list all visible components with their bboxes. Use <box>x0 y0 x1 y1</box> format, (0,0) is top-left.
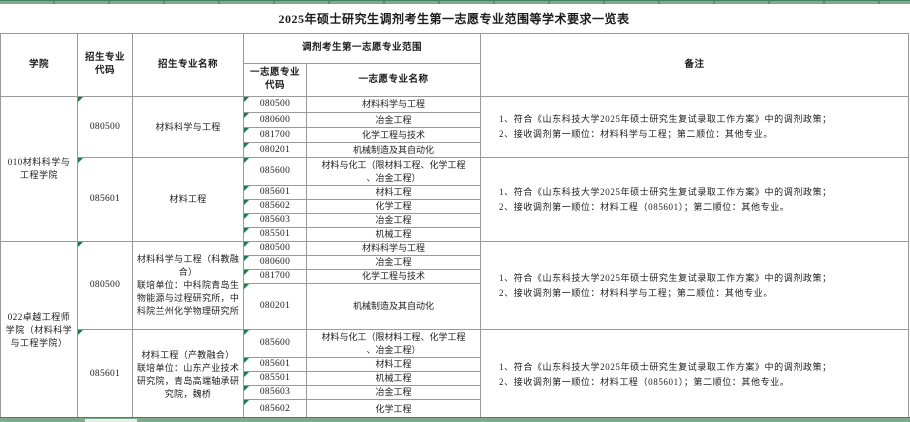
cell-flag-triangle-icon <box>78 158 83 163</box>
remark-cell[interactable]: 1、符合《山东科技大学2025年硕士研究生复试录取工作方案》中的调剂政策； 2、… <box>480 329 910 420</box>
fc-code-cell[interactable]: 080500 <box>243 96 307 113</box>
cell-flag-triangle-icon <box>78 330 83 335</box>
header-row-2: 一志愿专业 代码 一志愿专业名称 <box>1 63 909 97</box>
fc-name-cell[interactable]: 冶金工程 <box>305 112 482 128</box>
table-row: 081700 化学工程与技术 <box>1 269 909 284</box>
fc-code-cell[interactable]: 085603 <box>243 385 307 400</box>
table-row: 085601 材料工程 <box>1 185 909 200</box>
cell-flag-triangle-icon <box>244 186 249 191</box>
remark-cell[interactable]: 1、符合《山东科技大学2025年硕士研究生复试录取工作方案》中的调剂政策； 2、… <box>480 157 910 242</box>
table-row: 022卓越工程师 学院（材料科学 与工程学院） 080500 材料科学与工程（科… <box>0 241 910 420</box>
fc-name-cell[interactable]: 材料工程 <box>305 185 482 200</box>
fc-code-cell[interactable]: 081700 <box>243 127 307 143</box>
cell-flag-triangle-icon <box>244 284 249 289</box>
cell-flag-triangle-icon <box>244 270 249 275</box>
group-code-cell[interactable]: 085601 <box>77 329 133 420</box>
group-name-cell[interactable]: 材料工程（产教融合） 联培单位：山东产业技术 研究院，青岛高端轴承研 究院，魏桥 <box>132 329 244 420</box>
fc-name-cell[interactable]: 机械制造及其自动化 <box>305 283 482 330</box>
fc-code-cell[interactable]: 085501 <box>243 371 307 386</box>
fc-name-cell[interactable]: 材料科学与工程 <box>305 241 482 256</box>
header-college[interactable]: 学院 <box>0 33 78 97</box>
cell-flag-triangle-icon <box>244 256 249 261</box>
cell-flag-triangle-icon <box>244 400 249 405</box>
header-admission-name[interactable]: 招生专业名称 <box>132 33 244 97</box>
fc-code-cell[interactable]: 085601 <box>243 357 307 372</box>
table-row: 085601 材料工程（产教融合） 联培单位：山东产业技术 研究院，青岛高端轴承… <box>1 329 910 420</box>
header-first-choice-code[interactable]: 一志愿专业 代码 <box>243 63 307 97</box>
cell-flag-triangle-icon <box>244 214 249 219</box>
cell-flag-triangle-icon <box>244 330 249 335</box>
fc-code-cell[interactable]: 085603 <box>243 213 307 228</box>
college-cell[interactable]: 010材料科学与 工程学院 <box>0 96 78 242</box>
remark-cell[interactable]: 1、符合《山东科技大学2025年硕士研究生复试录取工作方案》中的调剂政策； 2、… <box>480 96 910 158</box>
top-row-strip <box>0 0 910 4</box>
adjustment-table: 学院 招生专业 代码 招生专业名称 调剂考生第一志愿专业范围 备注 一志愿专业 … <box>0 33 910 420</box>
cell-flag-triangle-icon <box>244 128 249 133</box>
fc-code-cell[interactable]: 085501 <box>243 227 307 242</box>
cell-flag-triangle-icon <box>244 97 249 102</box>
fc-code-cell[interactable]: 085602 <box>243 199 307 214</box>
fc-name-cell[interactable]: 冶金工程 <box>305 213 482 228</box>
fc-name-cell[interactable]: 材料与化工（限材料工程、化学工程 、冶金工程） <box>305 329 482 358</box>
header-first-choice-name[interactable]: 一志愿专业名称 <box>305 63 482 97</box>
cell-flag-triangle-icon <box>244 143 249 148</box>
cell-flag-triangle-icon <box>244 113 249 118</box>
fc-name-cell[interactable]: 冶金工程 <box>305 385 482 400</box>
fc-name-cell[interactable]: 机械工程 <box>305 227 482 242</box>
fc-code-cell[interactable]: 085601 <box>243 185 307 200</box>
bottom-row-strip <box>0 417 910 422</box>
cell-flag-triangle-icon <box>244 386 249 391</box>
fc-name-cell[interactable]: 机械工程 <box>305 371 482 386</box>
table-row: 085601 材料工程 085600 材料与化工（限材料工程、化学工程 、冶金工… <box>1 157 910 242</box>
cell-flag-triangle-icon <box>244 242 249 247</box>
cell-flag-triangle-icon <box>244 372 249 377</box>
fc-name-cell[interactable]: 材料科学与工程 <box>305 96 482 113</box>
cell-flag-triangle-icon <box>78 97 83 102</box>
fc-name-cell[interactable]: 机械制造及其自动化 <box>305 142 482 158</box>
bottom-strip-notch <box>85 419 137 422</box>
fc-name-cell[interactable]: 化学工程与技术 <box>305 269 482 284</box>
cell-flag-triangle-icon <box>244 228 249 233</box>
fc-code-cell[interactable]: 085600 <box>243 329 307 358</box>
table-row: 010材料科学与 工程学院 080500 材料科学与工程 080500 材料科学… <box>0 96 910 242</box>
fc-code-cell[interactable]: 085600 <box>243 157 307 186</box>
table-row: 085602 化学工程 <box>1 199 909 214</box>
fc-name-cell[interactable]: 材料与化工（限材料工程、化学工程 、冶金工程） <box>305 157 482 186</box>
remark-cell[interactable]: 1、符合《山东科技大学2025年硕士研究生复试录取工作方案》中的调剂政策； 2、… <box>480 241 910 330</box>
group-name-cell[interactable]: 材料科学与工程（科教融 合） 联培单位：中科院青岛生 物能源与过程研究所，中 科… <box>132 241 244 330</box>
cell-flag-triangle-icon <box>244 200 249 205</box>
table-row: 085603 冶金工程 <box>1 213 909 228</box>
table-title: 2025年硕士研究生调剂考生第一志愿专业范围等学术要求一览表 <box>278 12 630 26</box>
cell-flag-triangle-icon <box>244 158 249 163</box>
cell-flag-triangle-icon <box>244 358 249 363</box>
fc-code-cell[interactable]: 080600 <box>243 112 307 128</box>
header-range-group[interactable]: 调剂考生第一志愿专业范围 <box>242 33 482 64</box>
group-name-cell[interactable]: 材料科学与工程 <box>132 96 244 158</box>
fc-code-cell[interactable]: 080201 <box>243 142 307 158</box>
fc-name-cell[interactable]: 化学工程 <box>305 199 482 214</box>
fc-name-cell[interactable]: 材料工程 <box>305 357 482 372</box>
fc-code-cell[interactable]: 080600 <box>243 255 307 270</box>
college-cell[interactable]: 022卓越工程师 学院（材料科学 与工程学院） <box>0 241 78 420</box>
group-name-cell[interactable]: 材料工程 <box>132 157 244 242</box>
fc-code-cell[interactable]: 080201 <box>243 283 307 330</box>
fc-name-cell[interactable]: 化学工程与技术 <box>305 127 482 143</box>
fc-code-cell[interactable]: 080500 <box>243 241 307 256</box>
group-code-cell[interactable]: 080500 <box>77 96 133 158</box>
table-row: 080201 机械制造及其自动化 <box>1 283 909 330</box>
group-code-cell[interactable]: 085601 <box>77 157 133 242</box>
table-row: 085501 机械工程 <box>1 371 909 386</box>
fc-code-cell[interactable]: 081700 <box>243 269 307 284</box>
header-remarks[interactable]: 备注 <box>480 33 910 97</box>
header-row-1: 学院 招生专业 代码 招生专业名称 调剂考生第一志愿专业范围 备注 <box>0 33 910 97</box>
group-code-cell[interactable]: 080500 <box>77 241 133 330</box>
fc-name-cell[interactable]: 冶金工程 <box>305 255 482 270</box>
header-admission-code[interactable]: 招生专业 代码 <box>77 33 133 97</box>
cell-flag-triangle-icon <box>78 242 83 247</box>
